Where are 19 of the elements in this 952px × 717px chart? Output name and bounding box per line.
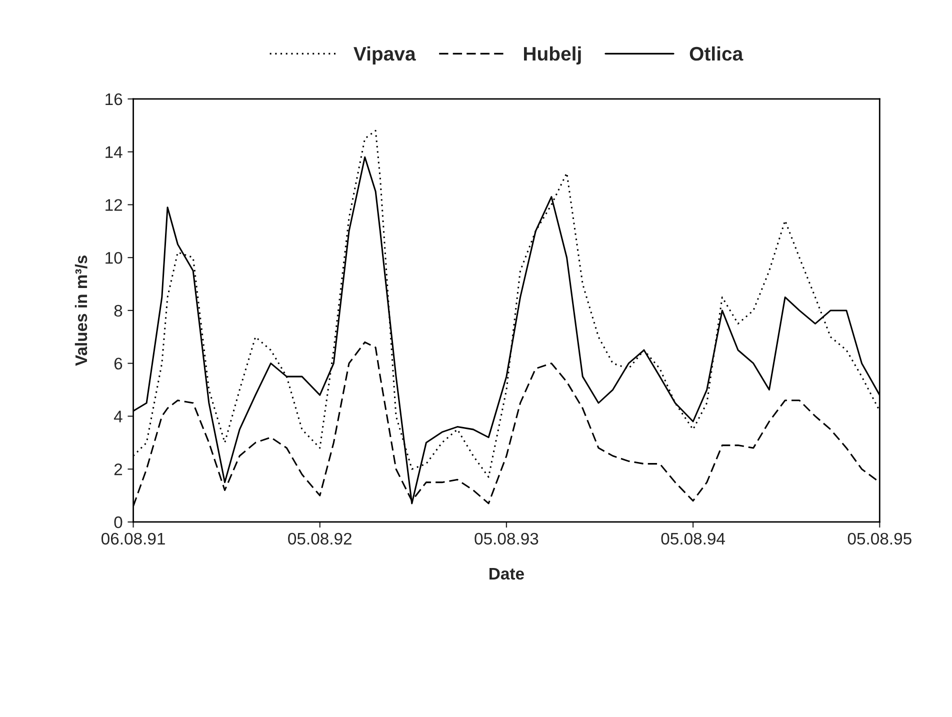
legend-label: Otlica [690, 46, 744, 61]
x-tick-label: 05.08.95 [848, 532, 912, 545]
y-tick-label: 6 [114, 358, 122, 370]
x-tick-label: 05.08.92 [288, 532, 352, 545]
legend-label: Hubelj [524, 46, 581, 65]
x-axis-title: Date [490, 568, 524, 580]
y-tick-label: 12 [106, 199, 122, 211]
y-axis-title: Values in m³/s [74, 256, 88, 366]
x-tick-label: 06.08.91 [101, 532, 165, 545]
y-tick-label: 10 [106, 252, 122, 264]
y-tick-label: 16 [106, 93, 122, 106]
y-tick-label: 4 [114, 410, 122, 422]
x-tick-label: 05.08.93 [474, 532, 538, 545]
y-tick-label: 2 [114, 464, 122, 476]
y-tick-label: 14 [106, 146, 122, 158]
x-tick-label: 05.08.94 [661, 532, 726, 545]
y-tick-label: 0 [114, 516, 122, 528]
legend-label: Vipava [354, 46, 416, 65]
y-tick-label: 8 [114, 304, 122, 317]
